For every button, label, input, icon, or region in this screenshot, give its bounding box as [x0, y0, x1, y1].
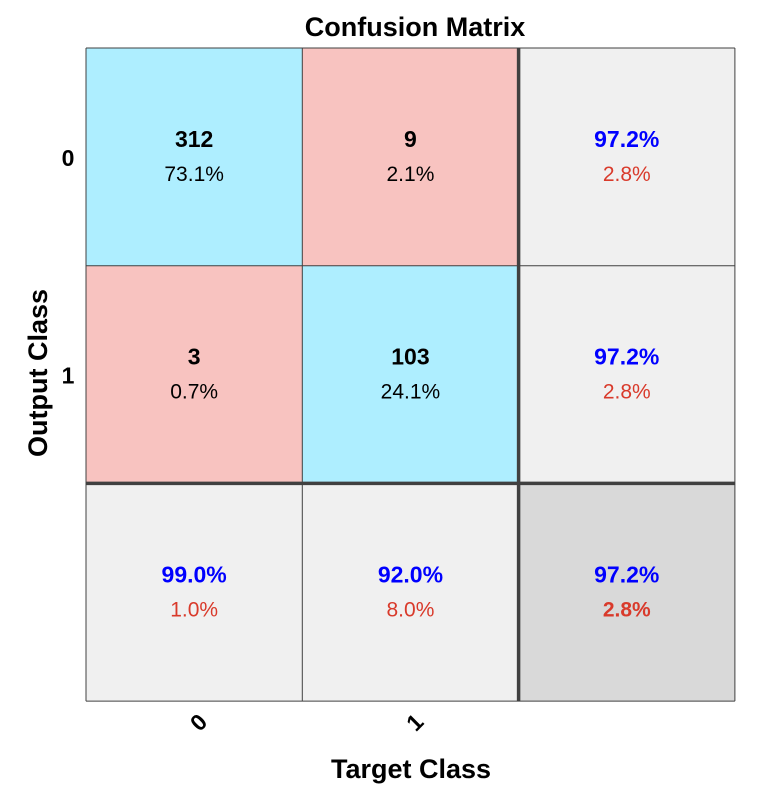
col-summary-error-1: 8.0%: [387, 598, 435, 621]
cell-percent-0-0: 73.1%: [164, 163, 224, 186]
overall-error: 2.8%: [603, 598, 651, 621]
col-summary-error-0: 1.0%: [170, 598, 218, 621]
cell-count-1-0: 3: [188, 344, 201, 370]
row-summary-error-0: 2.8%: [603, 163, 651, 186]
overall-summary-cell: [518, 483, 735, 702]
cell-percent-0-1: 2.1%: [387, 163, 435, 186]
matrix-cell-1-0: [86, 265, 303, 484]
col-summary-correct-0: 99.0%: [162, 561, 227, 587]
cell-percent-1-0: 0.7%: [170, 381, 218, 404]
matrix-cells: [86, 48, 735, 702]
y-tick-label-1: 1: [62, 363, 75, 389]
row-summary-correct-1: 97.2%: [594, 344, 659, 370]
cell-count-0-0: 312: [175, 126, 213, 152]
cell-count-1-1: 103: [391, 344, 429, 370]
row-summary-error-1: 2.8%: [603, 381, 651, 404]
col-summary-correct-1: 92.0%: [378, 561, 443, 587]
matrix-cell-1-1: [302, 265, 519, 484]
row-summary-cell-0: [518, 48, 735, 266]
col-summary-cell-1: [302, 483, 519, 702]
col-summary-cell-0: [86, 483, 303, 702]
matrix-cell-0-0: [86, 48, 303, 266]
matrix-grid: [85, 47, 736, 702]
row-summary-correct-0: 97.2%: [594, 126, 659, 152]
cell-percent-1-1: 24.1%: [381, 381, 441, 404]
y-axis-label: Output Class: [23, 289, 53, 457]
x-tick-label-1: 1: [401, 708, 429, 736]
overall-correct: 97.2%: [594, 561, 659, 587]
cell-count-0-1: 9: [404, 126, 417, 152]
matrix-cell-0-1: [302, 48, 519, 266]
x-axis-label: Target Class: [331, 754, 491, 784]
x-tick-label-0: 0: [185, 709, 212, 736]
chart-title: Confusion Matrix: [305, 12, 526, 42]
y-tick-label-0: 0: [62, 145, 75, 171]
row-summary-cell-1: [518, 265, 735, 484]
